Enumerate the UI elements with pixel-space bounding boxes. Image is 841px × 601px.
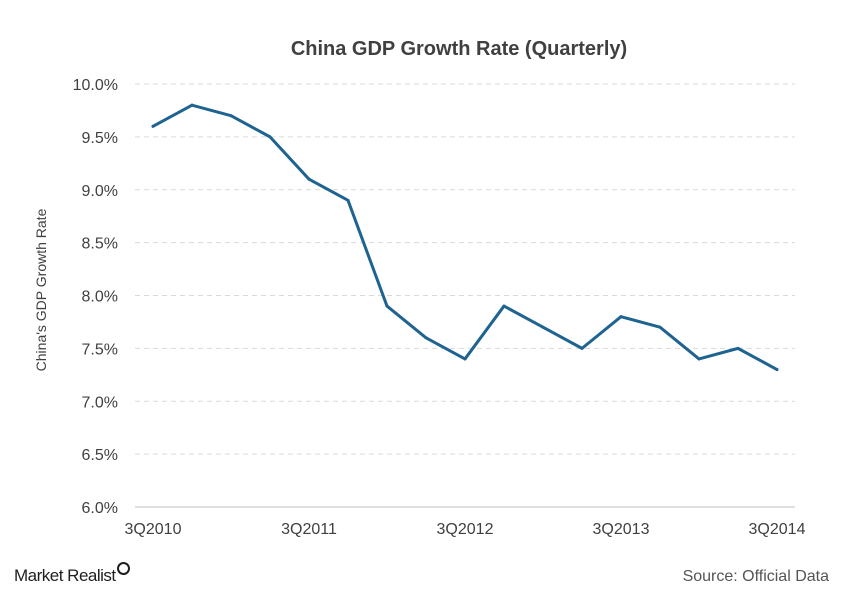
- y-tick-label: 9.0%: [82, 183, 118, 200]
- y-tick-label: 8.5%: [82, 236, 118, 253]
- data-point: [190, 103, 194, 107]
- data-point: [268, 135, 272, 139]
- data-point: [385, 304, 389, 308]
- y-tick-label: 7.0%: [82, 394, 118, 411]
- x-tick-label: 3Q2014: [749, 521, 806, 538]
- data-point: [541, 325, 545, 329]
- x-tick-label: 3Q2011: [281, 521, 337, 538]
- data-point: [658, 325, 662, 329]
- x-axis-ticks: 3Q2010 3Q2011 3Q2012 3Q2013 3Q2014: [125, 521, 806, 538]
- data-point: [502, 304, 506, 308]
- data-point: [307, 177, 311, 181]
- source-note: Source: Official Data: [682, 568, 829, 585]
- data-point: [697, 357, 701, 361]
- data-point: [619, 315, 623, 319]
- data-point: [463, 357, 467, 361]
- y-tick-label: 9.5%: [82, 130, 118, 147]
- data-point: [229, 114, 233, 118]
- y-tick-label: 7.5%: [82, 341, 118, 358]
- y-tick-label: 6.0%: [82, 500, 118, 517]
- data-point: [151, 124, 155, 128]
- series-line: [151, 103, 779, 372]
- y-tick-label: 8.0%: [82, 289, 118, 306]
- gridlines: [135, 83, 795, 508]
- series-layer: [151, 103, 779, 372]
- y-axis-label: China's GDP Growth Rate: [33, 208, 49, 371]
- y-axis-ticks: 6.0% 6.5% 7.0% 7.5% 8.0% 8.5% 9.0% 9.5% 10.0%: [73, 77, 118, 517]
- magnifier-icon: [116, 562, 130, 575]
- data-point: [736, 346, 740, 350]
- chart-title: China GDP Growth Rate (Quarterly): [291, 38, 627, 60]
- brand-name: Market Realist: [14, 566, 116, 585]
- x-tick-label: 3Q2013: [593, 521, 650, 538]
- x-tick-label: 3Q2012: [437, 521, 494, 538]
- data-point: [775, 368, 779, 372]
- y-tick-label: 6.5%: [82, 447, 118, 464]
- x-tick-label: 3Q2010: [125, 521, 182, 538]
- data-point: [580, 346, 584, 350]
- data-point: [346, 198, 350, 202]
- brand-logo: Market Realist: [14, 562, 130, 586]
- data-point: [424, 336, 428, 340]
- y-tick-label: 10.0%: [73, 77, 118, 94]
